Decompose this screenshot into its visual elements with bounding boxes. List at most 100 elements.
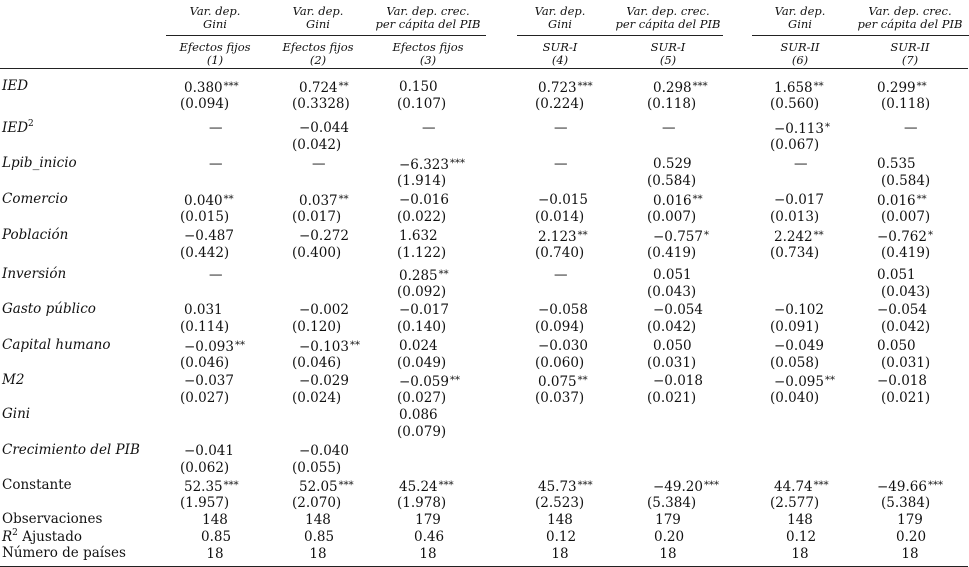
std-error-cell: (0.140): [397, 319, 447, 335]
column-number: (6): [791, 53, 809, 67]
coefficient-value: −0.103: [299, 339, 349, 355]
significance-stars: **: [338, 81, 349, 92]
significance-stars: ***: [692, 81, 708, 92]
coefficient-cell: 45.24***: [399, 478, 454, 495]
std-error-cell: (0.584): [881, 173, 931, 189]
table-rule: [0, 68, 968, 69]
significance-stars: ***: [577, 480, 593, 491]
coefficient-value: −0.017: [399, 302, 449, 318]
stat-value: 18: [419, 546, 437, 562]
stat-value: 0.20: [896, 529, 927, 545]
std-error-cell: (0.027): [397, 390, 447, 406]
std-error-cell: (0.120): [292, 319, 342, 335]
coefficient-cell: −0.018: [877, 373, 927, 389]
std-error-cell: (0.046): [180, 355, 230, 371]
method-text: -I: [676, 40, 686, 54]
std-error-cell: (2.070): [292, 495, 342, 511]
std-error-cell: (0.042): [881, 319, 931, 335]
method-header: SUR-I (5): [608, 41, 728, 67]
significance-stars: *: [703, 230, 709, 241]
method-text: -II: [806, 40, 820, 54]
coefficient-cell: −0.093**: [184, 338, 245, 355]
coefficient-value: 0.051: [653, 267, 692, 283]
coefficient-cell: —: [422, 120, 436, 136]
coefficient-cell: 0.150: [399, 79, 438, 95]
coefficient-value: −0.093: [184, 339, 234, 355]
coefficient-cell: −6.323***: [399, 156, 465, 173]
coefficient-value: −0.059: [399, 374, 449, 390]
stat-value: 148: [547, 512, 573, 528]
coefficient-value: 0.086: [399, 407, 438, 423]
std-error-cell: (2.523): [535, 495, 585, 511]
coefficient-cell: −0.487: [184, 228, 234, 244]
coefficient-value: −0.113: [774, 121, 824, 137]
stat-value: 148: [305, 512, 331, 528]
row-label-text: IED: [2, 78, 29, 94]
coefficient-cell: 52.05***: [299, 478, 354, 495]
coefficient-value: −49.66: [877, 479, 927, 495]
std-error-cell: (0.042): [292, 137, 342, 153]
group-rule: [752, 35, 969, 36]
coefficient-cell: −0.044: [299, 120, 349, 136]
row-label-text: Capital humano: [2, 337, 111, 353]
coefficient-cell: −0.113*: [774, 120, 830, 137]
std-error-cell: (0.013): [770, 209, 820, 225]
stat-label-text: Ajustado: [22, 529, 83, 545]
coefficient-value: −0.095: [774, 374, 824, 390]
coefficient-value: —: [904, 120, 918, 136]
row-label: Gasto público: [2, 301, 96, 317]
std-error-cell: (0.055): [292, 460, 342, 476]
coefficient-cell: −0.041: [184, 443, 234, 459]
coefficient-cell: −0.054: [877, 302, 927, 318]
coefficient-cell: −0.037: [184, 373, 234, 389]
method-label: SUR-I: [500, 41, 620, 54]
coefficient-value: 1.632: [399, 228, 438, 244]
significance-stars: ***: [223, 81, 239, 92]
coefficient-value: 0.723: [538, 80, 577, 96]
dep-var-text: PIB: [699, 17, 721, 31]
coefficient-value: −0.040: [299, 443, 349, 459]
significance-stars: ***: [813, 480, 829, 491]
method-label: SUR-I: [608, 41, 728, 54]
coefficient-value: 0.050: [653, 338, 692, 354]
significance-stars: **: [449, 375, 460, 386]
std-error-cell: (1.978): [397, 495, 447, 511]
row-label-text: IED: [2, 120, 29, 136]
std-error-cell: (0.042): [647, 319, 697, 335]
coefficient-cell: 44.74***: [774, 478, 829, 495]
dep-var-text: Gini: [788, 17, 812, 31]
coefficient-value: −0.054: [653, 302, 703, 318]
dep-var-line2: Gini: [500, 18, 620, 31]
dep-var-line1: Var. dep.: [534, 4, 586, 18]
std-error-cell: (0.092): [397, 284, 447, 300]
significance-stars: **: [577, 375, 588, 386]
std-error-cell: (0.419): [647, 245, 697, 261]
row-label-text: Gasto público: [2, 301, 96, 317]
column-number: (1): [206, 53, 224, 67]
coefficient-cell: 0.075**: [538, 373, 588, 390]
method-text: SUR: [780, 40, 807, 54]
coefficient-cell: 0.086: [399, 407, 438, 423]
significance-stars: ***: [438, 480, 454, 491]
std-error-cell: (2.577): [770, 495, 820, 511]
coefficient-cell: −49.20***: [653, 478, 719, 495]
std-error-cell: (1.914): [397, 173, 447, 189]
row-label-smallcaps: PIB: [115, 442, 140, 458]
significance-stars: ***: [927, 480, 943, 491]
row-label-superscript: 2: [28, 119, 34, 129]
coefficient-cell: —: [209, 156, 223, 172]
significance-stars: **: [813, 230, 824, 241]
coefficient-value: —: [794, 156, 808, 172]
coefficient-cell: −0.040: [299, 443, 349, 459]
coefficient-value: —: [209, 120, 223, 136]
stat-value: 18: [206, 546, 224, 562]
row-label: IED2: [2, 119, 34, 136]
coefficient-cell: 0.380***: [184, 79, 239, 96]
coefficient-cell: −0.018: [653, 373, 703, 389]
std-error-cell: (0.021): [647, 390, 697, 406]
coefficient-cell: 0.016**: [877, 192, 927, 209]
coefficient-value: −0.016: [399, 192, 449, 208]
significance-stars: **: [577, 230, 588, 241]
std-error-cell: (0.079): [397, 424, 447, 440]
dep-var-text: per cápita del: [375, 17, 460, 31]
